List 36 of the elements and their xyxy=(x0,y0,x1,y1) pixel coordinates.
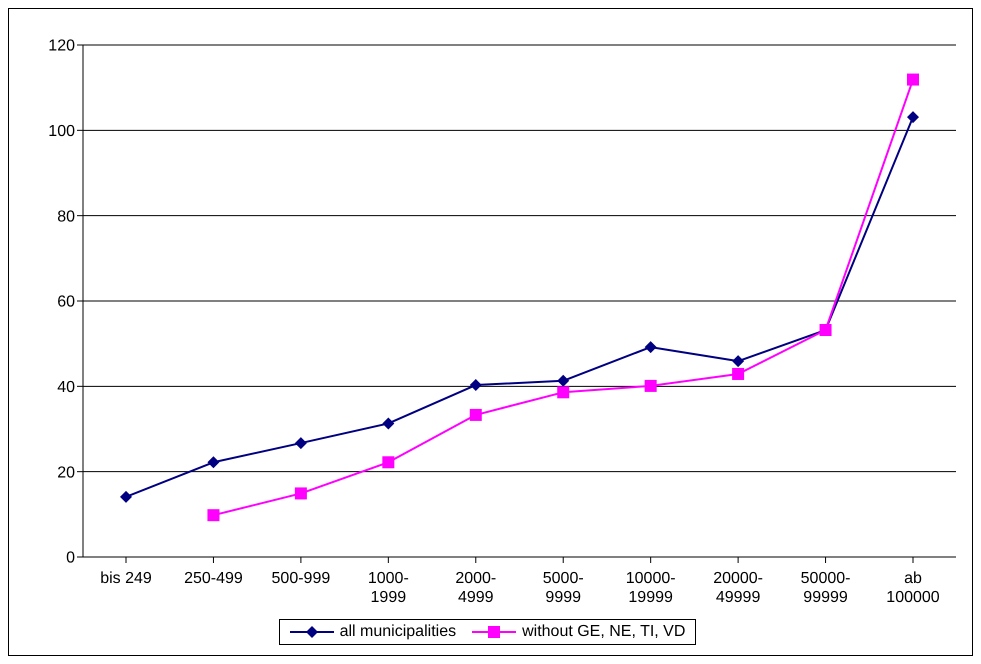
point xyxy=(382,456,394,468)
point xyxy=(207,509,220,522)
x-tick-label: 250-499 xyxy=(184,570,243,587)
point xyxy=(732,355,744,368)
y-tick-label: 60 xyxy=(57,294,76,311)
x-tick-label: 5000-9999 xyxy=(542,570,584,606)
x-tick-label: 1000-1999 xyxy=(368,570,409,606)
point xyxy=(294,487,307,500)
y-tick-label: 120 xyxy=(48,38,76,55)
point xyxy=(557,386,570,398)
x-tick-label: 20000-49999 xyxy=(713,570,764,606)
y-tick-label: 20 xyxy=(57,464,76,482)
x-tick-label: 2000-4999 xyxy=(455,570,496,606)
x-tick-label: 50000-99999 xyxy=(800,570,850,606)
point xyxy=(907,111,919,124)
x-tick-label: 10000-19999 xyxy=(626,570,676,606)
point xyxy=(644,380,657,392)
point xyxy=(207,456,220,468)
point xyxy=(907,74,919,86)
x-tick-label: 500-999 xyxy=(272,570,330,587)
point xyxy=(732,368,744,380)
point xyxy=(470,408,482,421)
x-tick-label: ab 100000 xyxy=(886,570,940,606)
point xyxy=(120,490,132,503)
y-tick-label: 40 xyxy=(57,379,76,396)
point xyxy=(294,437,307,450)
legend-label: all municipalities xyxy=(340,623,456,641)
y-tick-label: 100 xyxy=(48,123,76,140)
y-tick-label: 80 xyxy=(57,208,76,226)
legend-label: without GE, NE, TI, VD xyxy=(522,623,686,641)
point xyxy=(382,417,394,430)
point xyxy=(557,374,570,387)
y-tick-label: 0 xyxy=(66,550,76,567)
point xyxy=(470,379,482,392)
point xyxy=(644,341,657,354)
x-tick-label: bis 249 xyxy=(100,570,152,587)
